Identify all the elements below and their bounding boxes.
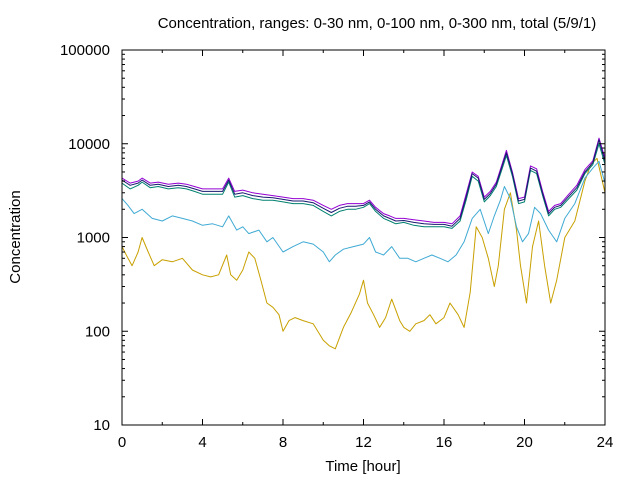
series-line-3	[121, 137, 606, 225]
x-tick-label: 0	[118, 434, 126, 451]
series-line-4	[121, 139, 606, 227]
x-tick-label: 24	[597, 434, 614, 451]
plot-frame	[121, 49, 606, 426]
y-axis-label: Concentration	[7, 190, 24, 283]
series-line-1	[121, 160, 606, 263]
x-axis-label: Time [hour]	[325, 458, 400, 475]
y-tick-label: 10000	[68, 136, 110, 153]
y-tick-label: 1000	[77, 230, 110, 247]
chart-title: Concentration, ranges: 0-30 nm, 0-100 nm…	[158, 15, 597, 32]
y-tick-label: 100000	[60, 42, 110, 59]
x-tick-label: 4	[198, 434, 206, 451]
x-tick-label: 20	[516, 434, 533, 451]
x-tick-label: 16	[436, 434, 453, 451]
series-line-2	[121, 143, 606, 229]
y-tick-label: 100	[85, 323, 110, 340]
y-tick-label: 10	[93, 417, 110, 434]
tick-layer: 0 4 8 12 16 20 24 10 100 1000 10000 100000	[60, 42, 613, 451]
x-tick-label: 12	[355, 434, 372, 451]
series-layer	[121, 137, 606, 350]
x-tick-label: 8	[279, 434, 287, 451]
series-line-0	[121, 157, 606, 350]
